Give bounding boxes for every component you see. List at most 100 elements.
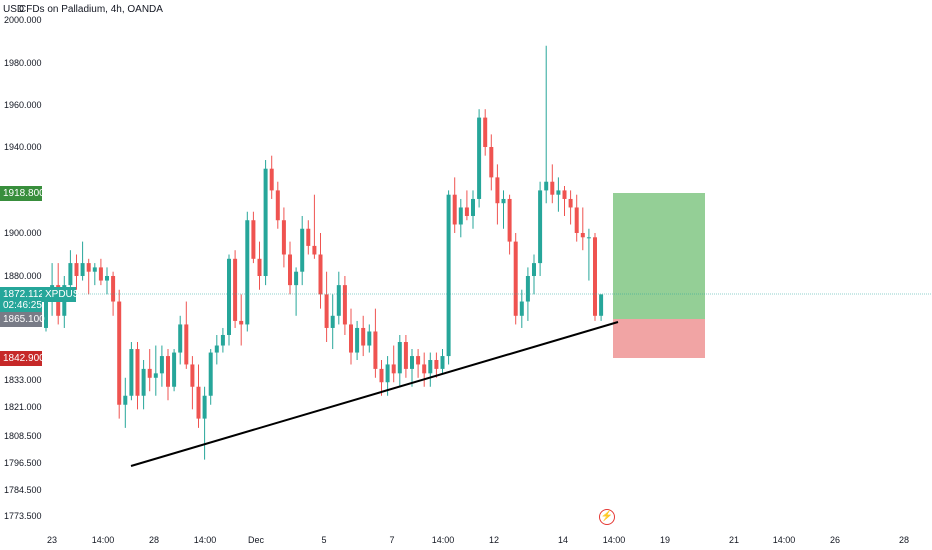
candle-body <box>147 368 152 378</box>
candle-body <box>190 364 195 387</box>
candle-body <box>172 352 177 387</box>
candle-body <box>397 342 402 374</box>
candle-body <box>593 237 597 316</box>
candle-body <box>153 373 158 378</box>
candle-body <box>507 198 512 242</box>
candle-body <box>300 228 305 272</box>
currency-label: USD <box>3 4 25 15</box>
candle-body <box>391 364 396 374</box>
candle-body <box>513 241 518 316</box>
candle-body <box>117 301 122 405</box>
candle-body <box>483 117 488 147</box>
candles <box>44 45 604 460</box>
candle-body <box>477 117 482 199</box>
x-tick-label: 12 <box>489 535 499 545</box>
candle-body <box>410 356 414 369</box>
x-tick-label: 14:00 <box>432 535 455 545</box>
candle-body <box>379 368 384 383</box>
y-tick-label: 1773.500 <box>4 511 42 521</box>
symbol-badge: XPDUSD <box>42 287 87 302</box>
candle-body <box>544 181 549 191</box>
candle-body <box>385 364 390 383</box>
candle-body <box>141 368 146 396</box>
candle-body <box>105 276 109 281</box>
candle-body <box>525 276 530 302</box>
y-tick-label: 1960.000 <box>4 100 42 110</box>
candle-body <box>403 342 408 369</box>
candle-body <box>550 181 555 195</box>
candle-body <box>98 267 103 281</box>
x-tick-label: 14:00 <box>194 535 217 545</box>
candle-body <box>245 220 250 325</box>
position-boxes <box>613 193 705 358</box>
candle-body <box>86 263 91 272</box>
candle-body <box>342 285 347 325</box>
candle-body <box>269 168 274 191</box>
x-tick-label: 26 <box>830 535 840 545</box>
candle-body <box>324 294 329 328</box>
candle-body <box>123 395 128 405</box>
target-price-badge: 1918.800 <box>0 186 45 201</box>
y-tick-label: 2000.000 <box>4 15 42 25</box>
countdown-badge: 02:46:25 <box>0 298 42 313</box>
candle-body <box>355 327 360 353</box>
y-tick-label: 1821.000 <box>4 402 42 412</box>
entry-price-badge: 1865.100 <box>0 312 45 327</box>
candle-body <box>214 345 219 353</box>
y-tick-label: 1808.500 <box>4 431 42 441</box>
candle-body <box>233 258 238 321</box>
candle-body <box>92 267 97 272</box>
candle-body <box>373 331 378 369</box>
candle-body <box>208 352 213 396</box>
candle-body <box>471 198 475 216</box>
candle-body <box>440 356 445 369</box>
candle-body <box>129 349 134 396</box>
candle-body <box>562 190 567 199</box>
candle-body <box>275 190 280 221</box>
x-tick-label: 14 <box>558 535 568 545</box>
candle-body <box>361 327 366 346</box>
x-tick-label: 28 <box>899 535 909 545</box>
candle-body <box>574 207 579 233</box>
candle-body <box>416 356 421 365</box>
candle-body <box>452 194 457 225</box>
x-tick-label: 21 <box>729 535 739 545</box>
candle-body <box>178 324 183 353</box>
y-tick-label: 1784.500 <box>4 485 42 495</box>
candle-body <box>227 258 231 335</box>
candle-body <box>367 331 372 346</box>
candle-body <box>495 177 500 204</box>
x-tick-label: 5 <box>321 535 326 545</box>
y-axis-ticks: 2000.000 1980.000 1960.000 1940.000 1900.000… <box>4 15 42 521</box>
candle-body <box>294 271 299 286</box>
stop-price-badge: 1842.900 <box>0 351 45 366</box>
candle-body <box>556 190 561 195</box>
candle-body <box>330 315 335 328</box>
y-tick-label: 1980.000 <box>4 58 42 68</box>
candle-body <box>74 263 79 276</box>
candle-body <box>306 228 311 246</box>
candle-body <box>68 263 73 286</box>
y-tick-label: 1940.000 <box>4 142 42 152</box>
lightning-icon[interactable]: ⚡ <box>599 509 615 525</box>
x-tick-label: 28 <box>149 535 159 545</box>
candle-body <box>239 320 244 325</box>
candle-body <box>422 364 427 374</box>
y-tick-label: 1900.000 <box>4 228 42 238</box>
candle-body <box>220 334 225 346</box>
candle-body <box>336 285 341 316</box>
trendline[interactable] <box>130 321 619 467</box>
candle-body <box>446 194 451 357</box>
stop-zone <box>613 319 705 358</box>
candle-body <box>135 349 140 396</box>
candle-body <box>196 386 201 419</box>
candle-body <box>159 356 164 374</box>
candle-body <box>166 356 170 387</box>
y-tick-label: 1833.000 <box>4 375 42 385</box>
target-zone <box>613 193 705 319</box>
candle-body <box>44 301 48 328</box>
candle-body <box>251 220 256 259</box>
x-tick-label: 7 <box>389 535 394 545</box>
x-axis-ticks: 23 14:00 28 14:00 Dec 5 7 14:00 12 14 14:00 19 21 14:… <box>47 535 909 545</box>
